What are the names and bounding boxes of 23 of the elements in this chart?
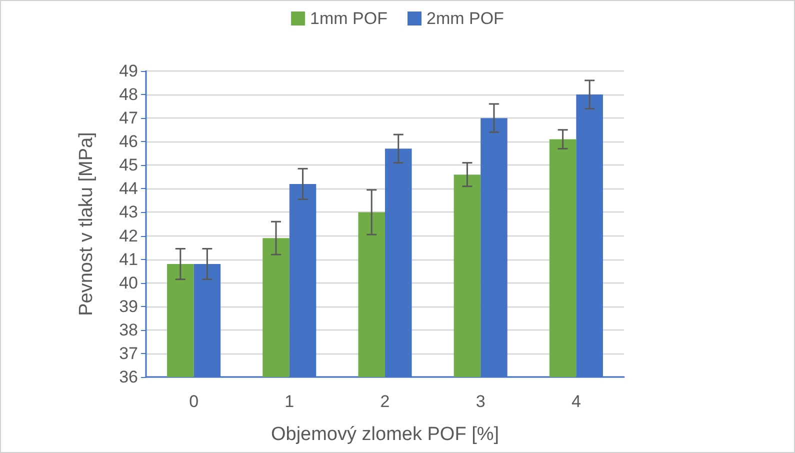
y-tick-label: 36 (119, 368, 138, 386)
y-tick-label: 41 (119, 250, 138, 269)
x-tick-label: 3 (476, 392, 486, 411)
y-tick-label: 43 (119, 202, 138, 222)
legend-label: 2mm POF (426, 9, 504, 28)
legend-label: 1mm POF (310, 9, 388, 28)
y-tick-label: 47 (119, 108, 138, 128)
y-tick-label: 45 (119, 156, 138, 175)
y-tick-label: 37 (119, 344, 138, 363)
y-axis-title: Pevnost v tlaku [MPa] (76, 132, 97, 316)
y-tick-label: 46 (119, 132, 138, 152)
y-tick-label: 49 (119, 62, 138, 80)
y-tick-label: 39 (119, 296, 138, 316)
x-axis-title: Objemový zlomek POF [%] (270, 424, 500, 445)
x-tick-label: 1 (284, 392, 294, 411)
y-tick-label: 48 (119, 85, 138, 104)
x-tick-label: 4 (571, 392, 581, 411)
y-tick-label: 44 (119, 179, 138, 198)
y-tick-label: 38 (119, 320, 138, 340)
y-tick-label: 40 (119, 273, 138, 292)
x-tick-label: 2 (380, 392, 390, 411)
y-tick-label: 42 (119, 226, 138, 246)
x-tick-label: 0 (189, 392, 199, 411)
